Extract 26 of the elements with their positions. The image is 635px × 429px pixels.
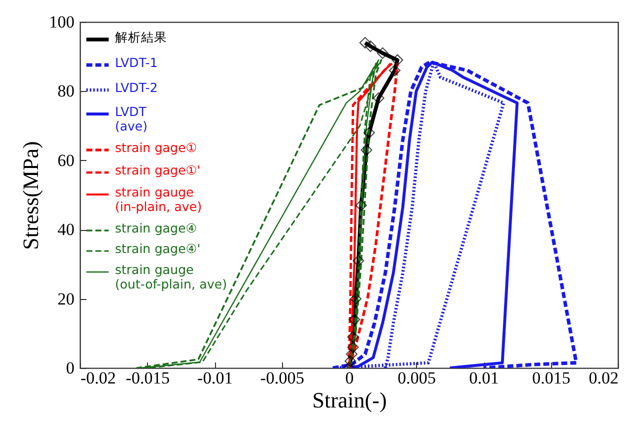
y-tick-label: 100: [49, 12, 74, 32]
legend-label: strain gage①': [115, 162, 200, 178]
y-tick-label: 40: [58, 220, 74, 240]
x-tick-label: 0.02: [588, 368, 618, 388]
legend-label: LVDT-1: [115, 55, 158, 70]
y-tick-label: 80: [58, 82, 74, 101]
x-axis-title: Strain(-): [312, 388, 387, 412]
x-tick-label: 0.015: [532, 368, 570, 388]
y-tick-label: 60: [58, 150, 74, 170]
x-tick-label: -0.01: [197, 368, 233, 388]
legend-label: strain gage④': [115, 241, 200, 256]
y-axis-title: Stress(MPa): [18, 141, 43, 250]
legend-label: strain gage①: [115, 140, 198, 155]
x-tick-label: 0: [345, 368, 354, 388]
legend-label: strain gage④: [115, 220, 198, 236]
legend-label: strain gauge (in-plain, ave): [115, 184, 202, 214]
x-tick-label: -0.015: [126, 368, 170, 388]
y-tick-label: 20: [58, 289, 74, 308]
legend-label: strain gauge (out-of-plain, ave): [115, 262, 227, 292]
x-tick-label: -0.02: [80, 368, 116, 388]
x-tick-label: -0.005: [260, 368, 304, 388]
legend-label: LVDT-2: [115, 80, 158, 95]
legend-label: 解析結果: [115, 30, 167, 44]
x-tick-label: 0.01: [469, 368, 499, 388]
x-tick-label: 0.005: [398, 368, 436, 388]
legend-label: LVDT (ave): [115, 104, 148, 134]
